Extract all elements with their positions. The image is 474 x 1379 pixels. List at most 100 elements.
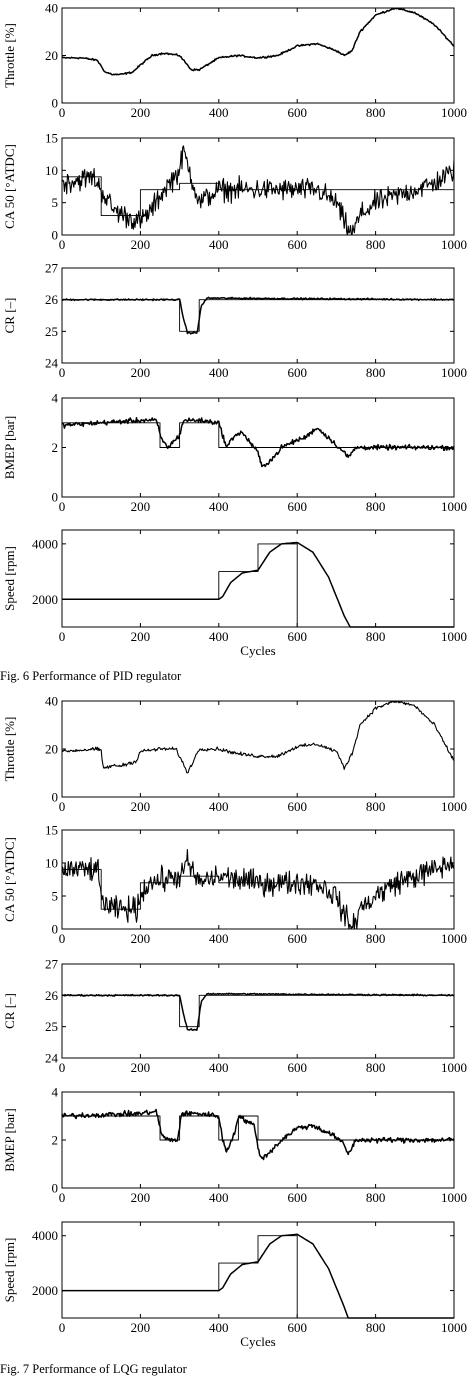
x-tick-label: 600 — [287, 799, 307, 814]
y-tick-label: 4 — [52, 1085, 59, 1100]
series-measured-line — [62, 541, 454, 628]
plot-frame — [61, 529, 455, 628]
y-axis-label: Speed [rpm] — [2, 1238, 17, 1303]
y-tick-label: 27 — [45, 957, 59, 972]
series-measured-line — [61, 848, 455, 930]
x-tick-label: 800 — [366, 365, 386, 380]
y-tick-label: 2 — [52, 1133, 59, 1148]
x-tick-label: 1000 — [441, 799, 467, 814]
x-tick-label: 1000 — [441, 931, 467, 946]
y-tick-label: 0 — [52, 790, 59, 805]
x-tick-label: 0 — [59, 629, 66, 644]
plot-frame — [61, 829, 455, 930]
x-tick-label: 600 — [287, 105, 307, 120]
x-tick-label: 800 — [366, 1060, 386, 1075]
x-tick-label: 200 — [131, 365, 151, 380]
x-tick-label: 400 — [209, 499, 229, 514]
series-reference-line — [62, 994, 454, 1028]
x-tick-label: 0 — [59, 799, 66, 814]
y-axis-label: CA 50 [°ATDC] — [2, 144, 17, 229]
chart-panel-ca50: 0 200 400 600 800 1000 0 5 10 15 CA 50 [°ATDC] — [2, 131, 467, 253]
x-tick-label: 600 — [287, 237, 307, 252]
x-tick-label: 200 — [131, 629, 151, 644]
y-tick-label: 10 — [45, 163, 58, 178]
series-reference-line — [62, 543, 454, 628]
figure-7-caption: Fig. 7 Performance of LQG regulator — [0, 1362, 187, 1376]
x-tick-label: 0 — [59, 1190, 66, 1205]
x-tick-label: 1000 — [441, 365, 467, 380]
chart-panel-bmep: 0 200 400 600 800 1000 0 2 4 BMEP [bar] — [2, 1085, 467, 1206]
chart-panel-cr: 0 200 400 600 800 1000 24 25 26 27 CR [–] — [2, 957, 467, 1076]
x-axis-label: Cycles — [240, 643, 275, 658]
plot-frame — [61, 1221, 455, 1319]
y-axis-label: CA 50 [°ATDC] — [2, 837, 17, 922]
x-tick-label: 200 — [131, 1060, 151, 1075]
x-tick-label: 0 — [59, 105, 66, 120]
series-reference-line — [62, 1235, 454, 1319]
y-tick-label: 2000 — [32, 592, 58, 607]
y-tick-label: 0 — [52, 96, 59, 111]
y-tick-label: 26 — [45, 988, 59, 1003]
x-tick-label: 600 — [287, 1060, 307, 1075]
plot-frame — [61, 963, 455, 1059]
x-axis-label: Cycles — [240, 1334, 275, 1349]
x-tick-label: 0 — [59, 499, 66, 514]
x-tick-label: 800 — [366, 931, 386, 946]
x-tick-label: 1000 — [441, 237, 467, 252]
chart-panel-throttle: 0 200 400 600 800 1000 0 20 40 Throttle [%] — [2, 1, 467, 121]
chart-panel-speed: 0 200 400 600 800 1000 2000 4000 Speed [rpm] Cycl… — [2, 529, 467, 658]
y-tick-label: 15 — [45, 131, 58, 146]
plot-frame — [61, 7, 455, 104]
x-tick-label: 800 — [366, 629, 386, 644]
y-tick-label: 10 — [45, 856, 58, 871]
plot-frame — [61, 700, 455, 798]
x-tick-label: 200 — [131, 799, 151, 814]
series-reference-line — [62, 422, 454, 448]
y-axis-label: CR [–] — [2, 993, 17, 1029]
chart-panel-bmep: 0 200 400 600 800 1000 0 2 4 BMEP [bar] — [2, 391, 467, 515]
y-tick-label: 26 — [45, 292, 59, 307]
y-tick-label: 2000 — [32, 1283, 58, 1298]
x-tick-label: 600 — [287, 1320, 307, 1335]
plot-frame — [61, 137, 455, 236]
x-tick-label: 400 — [209, 105, 229, 120]
x-tick-label: 1000 — [441, 1060, 467, 1075]
y-axis-label: Speed [rpm] — [2, 546, 17, 611]
x-tick-label: 0 — [59, 365, 66, 380]
series-measured-line — [61, 296, 455, 335]
x-tick-label: 800 — [366, 1320, 386, 1335]
x-tick-label: 400 — [209, 1190, 229, 1205]
x-tick-label: 0 — [59, 931, 66, 946]
x-tick-label: 600 — [287, 499, 307, 514]
y-tick-label: 27 — [45, 261, 59, 276]
x-tick-label: 400 — [209, 1060, 229, 1075]
x-tick-label: 400 — [209, 237, 229, 252]
x-tick-label: 800 — [366, 499, 386, 514]
y-tick-label: 15 — [45, 823, 58, 838]
x-tick-label: 200 — [131, 1320, 151, 1335]
series-measured-line — [61, 992, 454, 1032]
y-tick-label: 25 — [45, 324, 58, 339]
x-tick-label: 600 — [287, 1190, 307, 1205]
x-tick-label: 0 — [59, 1320, 66, 1335]
x-tick-label: 1000 — [441, 629, 467, 644]
y-tick-label: 24 — [45, 356, 59, 371]
y-axis-label: Throttle [%] — [2, 23, 17, 88]
chart-panel-ca50: 0 200 400 600 800 1000 0 5 10 15 CA 50 [°ATDC] — [2, 823, 467, 947]
x-tick-label: 400 — [209, 799, 229, 814]
y-tick-label: 0 — [52, 490, 59, 505]
y-tick-label: 5 — [52, 889, 59, 904]
series-measured-line — [62, 1233, 454, 1319]
x-tick-label: 800 — [366, 799, 386, 814]
y-tick-label: 4000 — [32, 536, 58, 551]
y-tick-label: 40 — [45, 694, 58, 709]
x-tick-label: 1000 — [441, 1190, 467, 1205]
plot-frame — [61, 267, 455, 364]
x-tick-label: 1000 — [441, 105, 467, 120]
x-tick-label: 600 — [287, 629, 307, 644]
x-tick-label: 400 — [209, 1320, 229, 1335]
series-reference-line — [62, 299, 454, 332]
y-tick-label: 25 — [45, 1019, 58, 1034]
